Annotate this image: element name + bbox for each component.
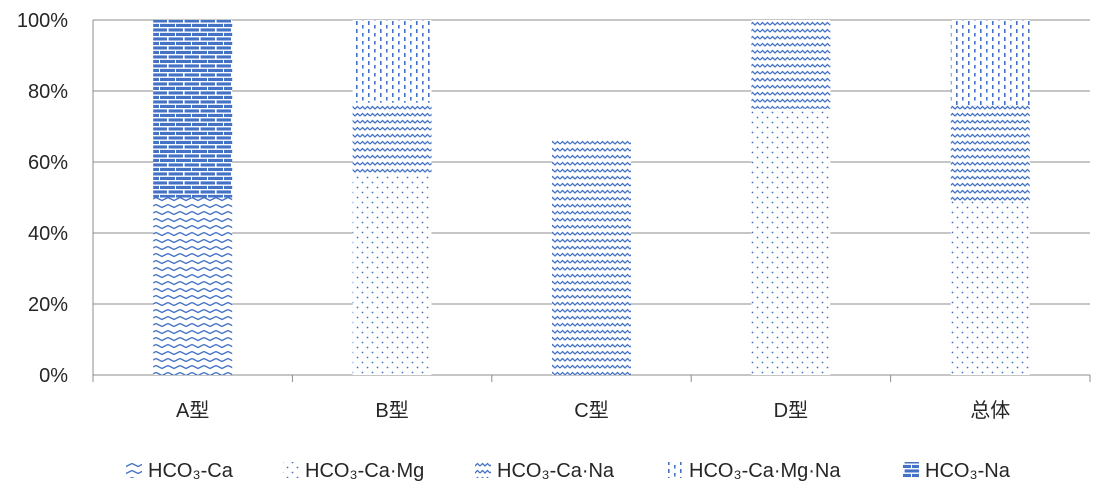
y-tick-label: 40% <box>28 223 68 245</box>
x-tick-label: A型 <box>176 399 209 422</box>
x-tick-label: 总体 <box>970 399 1010 422</box>
y-tick-label: 60% <box>28 152 68 174</box>
legend-label: HCO₃-Ca <box>148 460 234 482</box>
y-tick-label: 100% <box>17 10 68 32</box>
legend-label: HCO₃-Ca·Mg <box>305 460 424 482</box>
bar-segment <box>950 105 1030 202</box>
bar-segment <box>950 20 1030 106</box>
x-tick-label: B型 <box>375 399 408 422</box>
legend: HCO₃-Ca HCO₃-Ca·Mg HCO₃-Ca·Na HCO₃-Ca·Mg·Na… <box>126 460 1011 482</box>
x-tick-label: C型 <box>574 399 608 422</box>
bars <box>153 20 1030 375</box>
legend-swatch <box>903 462 919 478</box>
legend-label: HCO₃-Na <box>925 460 1011 482</box>
y-tick-label: 20% <box>28 294 68 316</box>
bar-segment <box>352 102 432 174</box>
bar-segment <box>352 20 432 103</box>
x-tick-label: D型 <box>774 399 808 422</box>
legend-swatch <box>475 462 491 478</box>
legend-label: HCO₃-Ca·Na <box>497 460 615 482</box>
legend-swatch <box>667 462 683 478</box>
bar-segment <box>552 138 631 375</box>
bar-segment <box>751 108 831 375</box>
bar-segment <box>153 197 233 375</box>
axes: 0% 20% 40% 60% 80% 100% A型 B型 C型 D型 总体 <box>17 10 1091 422</box>
bar-segment <box>751 20 831 109</box>
bar-segment <box>352 173 432 375</box>
legend-swatch <box>126 462 142 478</box>
y-tick-label: 80% <box>28 81 68 103</box>
bar-segment <box>950 201 1030 375</box>
legend-label: HCO₃-Ca·Mg·Na <box>689 460 841 482</box>
y-tick-label: 0% <box>39 365 68 387</box>
legend-swatch <box>283 462 299 478</box>
bar-segment <box>153 20 233 198</box>
